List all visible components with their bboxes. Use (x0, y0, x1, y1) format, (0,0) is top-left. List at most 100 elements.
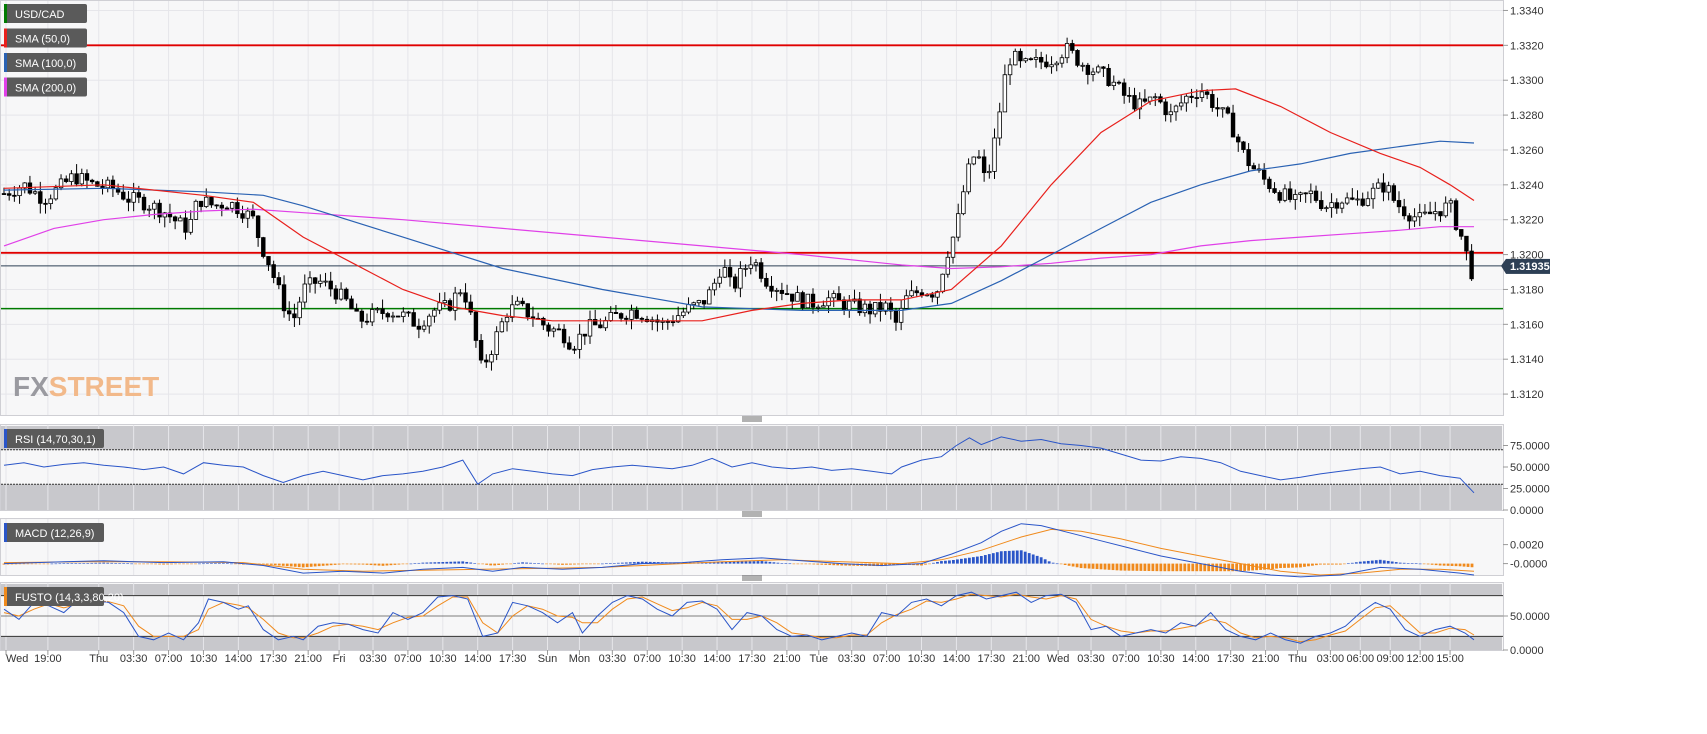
candle-body[interactable] (126, 198, 131, 203)
candle-body[interactable] (1469, 250, 1474, 280)
candle-body[interactable] (800, 292, 805, 309)
candle-body[interactable] (981, 156, 987, 174)
candle-body[interactable] (510, 304, 515, 318)
candle-body[interactable] (1049, 64, 1054, 68)
candle-body[interactable] (1277, 192, 1282, 201)
candle-body[interactable] (634, 309, 639, 319)
candle-body[interactable] (1220, 107, 1225, 110)
candle-body[interactable] (1261, 169, 1267, 180)
candle-body[interactable] (1116, 81, 1122, 84)
candle-body[interactable] (888, 302, 893, 312)
candle-body[interactable] (1365, 198, 1371, 206)
candle-body[interactable] (1433, 211, 1438, 215)
candle-body[interactable] (841, 299, 847, 311)
candle-body[interactable] (1417, 212, 1422, 218)
candle-body[interactable] (660, 320, 665, 323)
candle-body[interactable] (364, 320, 370, 323)
candle-body[interactable] (401, 311, 406, 317)
rsi-line[interactable] (3, 436, 1475, 494)
candle-body[interactable] (587, 319, 593, 337)
candle-body[interactable] (1267, 178, 1272, 190)
candle-body[interactable] (1422, 211, 1428, 214)
candle-body[interactable] (421, 325, 427, 330)
candle-body[interactable] (1381, 182, 1386, 193)
candle-body[interactable] (427, 315, 432, 327)
candle-body[interactable] (432, 309, 437, 317)
candle-body[interactable] (904, 295, 909, 309)
candle-body[interactable] (592, 319, 598, 326)
candle-body[interactable] (997, 111, 1002, 139)
candle-body[interactable] (494, 331, 499, 355)
candle-body[interactable] (1163, 101, 1168, 116)
candle-body[interactable] (930, 294, 935, 298)
candle-body[interactable] (1459, 229, 1464, 237)
candle-body[interactable] (69, 173, 74, 182)
candle-body[interactable] (774, 289, 779, 292)
candle-body[interactable] (1184, 95, 1189, 104)
candle-body[interactable] (1096, 66, 1101, 73)
candle-body[interactable] (395, 315, 401, 318)
candle-body[interactable] (935, 291, 940, 298)
candle-body[interactable] (359, 310, 365, 322)
candle-body[interactable] (250, 210, 256, 217)
candle-body[interactable] (1, 193, 7, 195)
candle-body[interactable] (1106, 67, 1111, 86)
candle-body[interactable] (1303, 192, 1308, 195)
candle-body[interactable] (1355, 198, 1360, 201)
candle-body[interactable] (1236, 136, 1241, 143)
macd-signal-line[interactable] (3, 528, 1475, 576)
candle-body[interactable] (1401, 206, 1407, 217)
candle-body[interactable] (478, 340, 484, 361)
candle-body[interactable] (43, 202, 48, 205)
candle-body[interactable] (681, 311, 686, 317)
candle-body[interactable] (1007, 64, 1013, 76)
candle-body[interactable] (344, 288, 349, 300)
candle-body[interactable] (100, 185, 105, 189)
candle-body[interactable] (198, 200, 204, 207)
candle-body[interactable] (261, 237, 266, 257)
candle-body[interactable] (287, 310, 292, 315)
candle-body[interactable] (1360, 198, 1365, 206)
candle-body[interactable] (1002, 74, 1008, 113)
candle-body[interactable] (1070, 43, 1075, 51)
candle-body[interactable] (442, 300, 448, 304)
candle-body[interactable] (416, 325, 422, 330)
candle-body[interactable] (1272, 188, 1277, 193)
candle-body[interactable] (292, 313, 297, 319)
candle-body[interactable] (556, 328, 562, 331)
candle-body[interactable] (805, 293, 811, 309)
candle-body[interactable] (1028, 58, 1034, 61)
candle-body[interactable] (121, 191, 126, 200)
candle-body[interactable] (1448, 200, 1454, 204)
candle-body[interactable] (598, 324, 603, 329)
candle-body[interactable] (618, 313, 624, 319)
candle-body[interactable] (1178, 102, 1184, 107)
candle-body[interactable] (966, 163, 971, 193)
candle-body[interactable] (1438, 211, 1443, 217)
candle-body[interactable] (48, 198, 53, 205)
candle-body[interactable] (603, 320, 608, 329)
candle-body[interactable] (157, 202, 162, 218)
candle-body[interactable] (1287, 188, 1293, 200)
candle-body[interactable] (878, 302, 883, 312)
candle-body[interactable] (32, 191, 38, 194)
candle-body[interactable] (914, 290, 919, 294)
candle-body[interactable] (1427, 211, 1433, 215)
candle-body[interactable] (12, 194, 17, 197)
candle-body[interactable] (1313, 190, 1319, 201)
candle-body[interactable] (385, 313, 390, 318)
candle-body[interactable] (847, 300, 852, 311)
candle-body[interactable] (38, 191, 43, 204)
candle-body[interactable] (1324, 207, 1329, 210)
candle-body[interactable] (1199, 91, 1205, 98)
candle-body[interactable] (1044, 61, 1049, 68)
legend-box[interactable] (4, 28, 87, 48)
candle-body[interactable] (1204, 91, 1210, 95)
candle-body[interactable] (1111, 81, 1116, 86)
candle-body[interactable] (188, 218, 193, 233)
candle-body[interactable] (815, 306, 821, 309)
candle-body[interactable] (84, 173, 90, 181)
candle-body[interactable] (717, 276, 722, 284)
candle-body[interactable] (152, 202, 157, 210)
